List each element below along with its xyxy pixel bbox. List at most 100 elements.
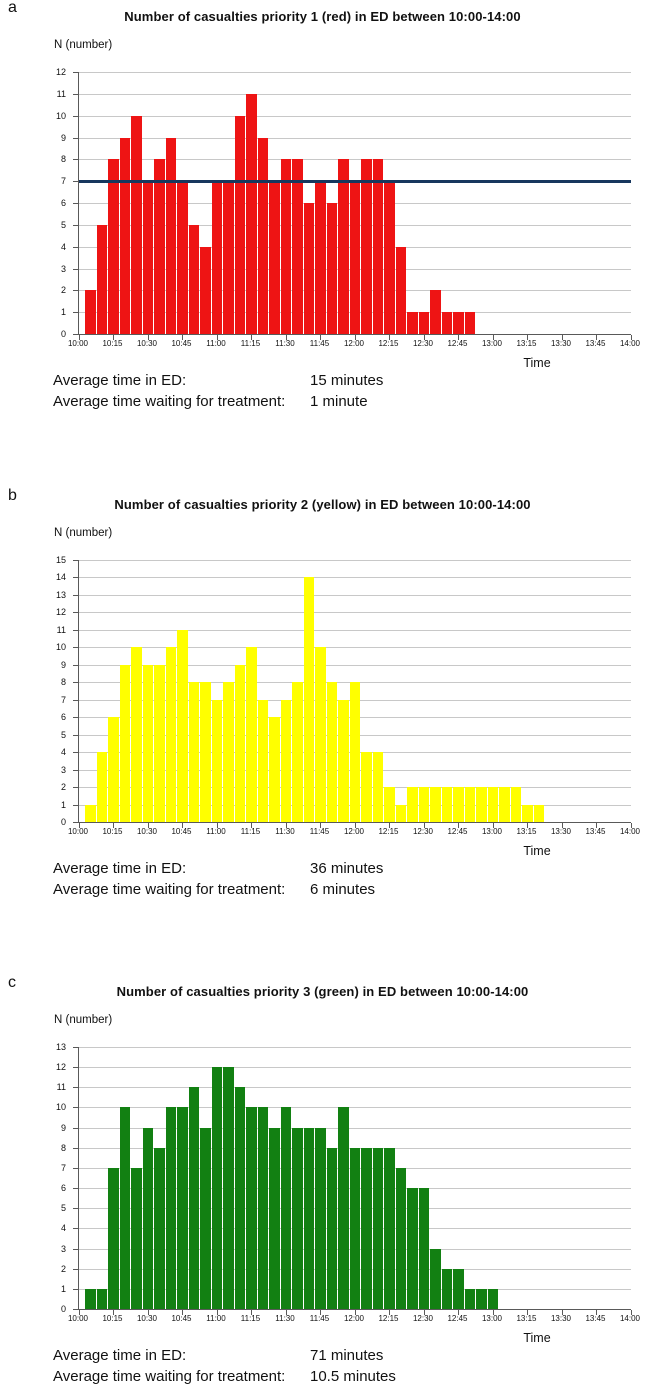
gridline: [79, 137, 631, 139]
stats-block: Average time in ED: 36 minutes Average t…: [53, 860, 623, 902]
x-axis-tick-label: 10:00: [67, 827, 89, 836]
x-axis-title: Time: [523, 356, 551, 370]
bar: [349, 181, 361, 334]
y-axis-title: N (number): [54, 39, 113, 51]
x-axis-tick-mark: [561, 823, 563, 828]
x-axis-tick-mark: [216, 335, 218, 340]
y-axis-tick-mark: [73, 1248, 79, 1250]
bar: [338, 1107, 349, 1309]
y-axis-tick-labels: 0 1 2 3 4 5 6 7 8 9 10 11 12: [38, 67, 74, 339]
y-axis-tick-mark: [73, 717, 79, 719]
x-axis-tick-mark: [354, 1310, 356, 1315]
y-axis-tick-label: 10: [55, 1102, 66, 1113]
bar: [464, 312, 476, 334]
bar: [119, 664, 131, 822]
x-axis-tick-mark: [216, 823, 218, 828]
stats-block: Average time in ED: 15 minutes Average t…: [53, 372, 623, 414]
x-axis-tick-mark: [147, 1310, 149, 1315]
gridline: [79, 72, 631, 73]
bar: [453, 787, 464, 822]
bar: [292, 682, 303, 822]
stats-block: Average time in ED: 71 minutes Average t…: [53, 1347, 623, 1389]
y-axis-tick-mark: [73, 804, 79, 806]
bar: [165, 647, 177, 822]
x-axis-tick-label: 11:00: [206, 827, 226, 836]
y-axis-tick-label: 3: [60, 764, 66, 775]
stat-row: Average time waiting for treatment: 6 mi…: [53, 881, 623, 902]
stat-label: Average time waiting for treatment:: [53, 1368, 286, 1385]
y-axis-title: N (number): [54, 1014, 113, 1026]
stat-value: 10.5 minutes: [310, 1368, 396, 1385]
bar: [384, 1147, 395, 1309]
y-axis-tick-label: 9: [60, 132, 66, 143]
x-axis-tick-mark: [320, 823, 321, 828]
bar: [395, 246, 407, 334]
x-axis-tick-label: 10:30: [136, 1314, 158, 1323]
x-axis-tick-mark: [147, 823, 149, 828]
bar: [188, 1087, 200, 1309]
bar: [234, 664, 246, 822]
y-axis-tick-mark: [73, 1309, 79, 1310]
bar: [154, 664, 165, 822]
panel-letter: a: [8, 0, 17, 16]
y-axis-tick-labels: 0 1 2 3 4 5 6 7 8 9 10 11 12 13: [38, 1042, 74, 1314]
bar: [234, 1087, 246, 1309]
x-axis-tick-mark: [423, 335, 425, 340]
x-axis-tick-label: 13:15: [516, 1314, 537, 1323]
bar: [487, 1288, 499, 1309]
bar: [349, 682, 361, 822]
y-axis-tick-mark: [73, 1208, 79, 1210]
x-axis-tick-label: 13:30: [550, 1314, 572, 1323]
x-axis-tick-label: 10:00: [67, 339, 89, 348]
bar: [142, 1127, 154, 1309]
gridline: [79, 1107, 631, 1109]
x-axis-tick-label: 11:15: [240, 827, 261, 836]
gridline: [79, 577, 631, 579]
bar: [223, 682, 234, 822]
gridline: [79, 1087, 631, 1089]
x-axis-tick-label: 13:15: [516, 827, 537, 836]
y-axis-tick-mark: [73, 137, 79, 139]
y-axis-tick-mark: [73, 1087, 79, 1089]
y-axis-tick-mark: [73, 560, 79, 561]
y-axis-tick-mark: [73, 629, 79, 631]
bar: [96, 1288, 108, 1309]
x-axis-tick-mark: [182, 335, 183, 340]
gridline: [79, 1067, 631, 1069]
y-axis-tick-mark: [73, 290, 79, 292]
y-axis-tick-label: 1: [60, 799, 66, 810]
x-axis-tick-mark: [320, 1310, 321, 1315]
y-axis-tick-label: 2: [60, 782, 66, 793]
bar: [476, 787, 487, 822]
y-axis-tick-label: 11: [56, 624, 66, 635]
x-axis-tick-label: 12:15: [378, 339, 399, 348]
y-axis-tick-mark: [73, 1288, 79, 1290]
y-axis-tick-mark: [73, 203, 79, 204]
x-axis-title: Time: [523, 1331, 551, 1345]
bar: [395, 804, 407, 822]
y-axis-tick-label: 4: [60, 1223, 66, 1234]
y-axis-tick-mark: [73, 822, 79, 823]
y-axis-tick-label: 13: [55, 1042, 66, 1052]
x-axis-tick-mark: [458, 335, 459, 340]
x-axis-tick-mark: [492, 335, 494, 340]
x-axis-tick-mark: [285, 335, 287, 340]
x-axis-tick-mark: [251, 1310, 252, 1315]
y-axis-tick-mark: [73, 612, 79, 614]
bar: [108, 1167, 119, 1309]
x-axis-tick-mark: [389, 823, 390, 828]
panel-letter: b: [8, 487, 17, 504]
x-axis-tick-mark: [354, 823, 356, 828]
y-axis-tick-label: 15: [55, 555, 66, 565]
bar: [361, 752, 372, 822]
bar: [315, 647, 326, 822]
x-axis-tick-mark: [527, 823, 528, 828]
bar: [223, 1067, 234, 1309]
bar: [280, 1107, 292, 1309]
y-axis-tick-mark: [73, 1047, 79, 1048]
y-axis-tick-mark: [73, 1228, 79, 1230]
y-axis-tick-label: 8: [60, 154, 66, 165]
x-axis-tick-label: 11:45: [309, 1314, 330, 1323]
reference-line: [79, 179, 631, 183]
gridline: [79, 115, 631, 117]
